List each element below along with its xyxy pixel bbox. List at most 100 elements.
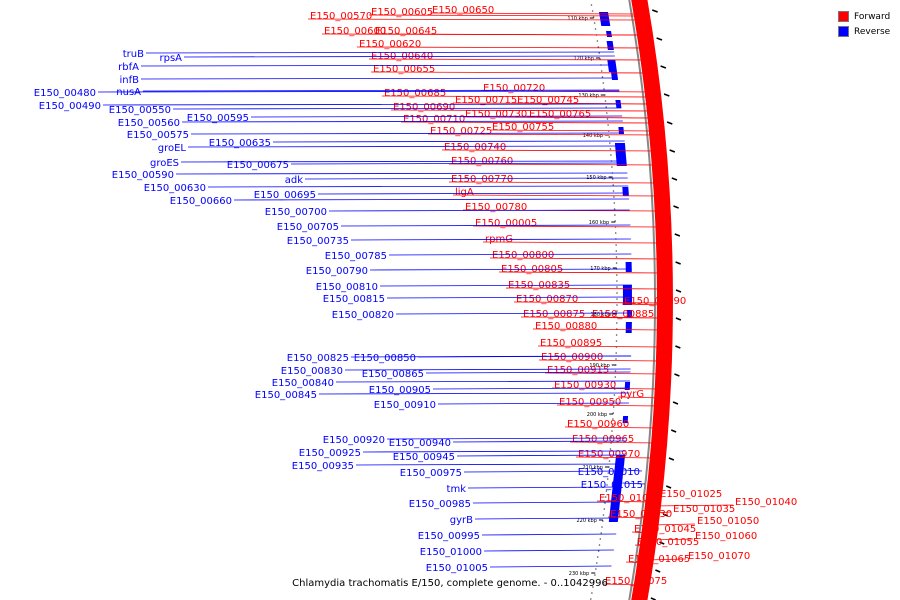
feature-mark bbox=[669, 149, 676, 153]
scale-tick-label: 220 kbp bbox=[577, 518, 597, 524]
forward-connector bbox=[631, 531, 650, 534]
scale-dot bbox=[613, 394, 616, 396]
legend-forward: Forward bbox=[838, 9, 890, 24]
feature-mark bbox=[655, 569, 661, 573]
reverse-connector bbox=[452, 440, 627, 443]
forward-gene-label: E150_00915 bbox=[547, 365, 609, 376]
reverse-connector bbox=[432, 387, 630, 390]
scale-dot bbox=[599, 58, 601, 60]
scale-tick-label: 230 kbp bbox=[569, 571, 589, 577]
reverse-gene-label: E150_00635 bbox=[209, 138, 271, 149]
reverse-connector bbox=[290, 162, 627, 165]
reverse-gene-label: E150_00865 bbox=[362, 369, 424, 380]
forward-connector bbox=[596, 500, 654, 503]
reverse-gene-label: nusA bbox=[116, 87, 141, 98]
forward-gene-label: E150_01055 bbox=[637, 537, 699, 548]
reverse-connector bbox=[379, 284, 632, 287]
forward-gene-label: E150_00960 bbox=[567, 419, 629, 430]
reverse-connector bbox=[207, 185, 629, 188]
forward-connector bbox=[370, 71, 651, 74]
forward-swatch bbox=[838, 11, 849, 22]
forward-gene-label: E150_01040 bbox=[735, 497, 797, 508]
reverse-connector bbox=[388, 253, 632, 256]
legend: Forward Reverse bbox=[838, 9, 890, 39]
reverse-connector bbox=[317, 192, 629, 195]
scale-dot bbox=[611, 166, 613, 168]
reverse-connector bbox=[142, 89, 620, 92]
feature-mark bbox=[673, 205, 679, 209]
reverse-gene-label: E150_00660 bbox=[170, 196, 232, 207]
scale-dot bbox=[593, 22, 596, 24]
scale-dot bbox=[614, 214, 616, 216]
reverse-connector bbox=[318, 392, 630, 395]
forward-connector bbox=[448, 163, 660, 166]
forward-connector bbox=[368, 14, 643, 17]
backbone-ring bbox=[628, 0, 657, 600]
scale-dot bbox=[602, 514, 605, 516]
scale-dot bbox=[590, 598, 592, 600]
reverse-connector bbox=[350, 238, 631, 241]
reverse-gene-label: E150_00630 bbox=[144, 183, 206, 194]
forward-gene-label: E150_00005 bbox=[475, 218, 537, 229]
reverse-connector bbox=[250, 115, 623, 118]
reverse-gene-label: E150_00905 bbox=[369, 385, 431, 396]
reverse-gene-label: gyrB bbox=[450, 515, 473, 526]
scale-dot bbox=[599, 538, 602, 540]
feature-mark bbox=[675, 345, 681, 349]
reverse-swatch bbox=[838, 26, 849, 37]
feature-mark bbox=[675, 317, 682, 321]
forward-gene-label: E150_01045 bbox=[634, 524, 696, 535]
feature-mark bbox=[659, 541, 665, 545]
scale-dot bbox=[616, 304, 618, 306]
feature-mark bbox=[674, 373, 680, 377]
scale-dot bbox=[590, 4, 593, 6]
reverse-gene-label: E150_01010 bbox=[578, 467, 640, 478]
scale-dot bbox=[612, 406, 615, 408]
reverse-gene-label: E150_00595 bbox=[187, 113, 249, 124]
scale-dot bbox=[597, 550, 600, 552]
scale-dot bbox=[606, 112, 608, 114]
scale-dot bbox=[602, 82, 605, 84]
forward-connector bbox=[526, 116, 656, 119]
forward-gene-label: ligA bbox=[455, 187, 474, 198]
scale-dot bbox=[608, 136, 611, 138]
forward-gene-label: E150_01025 bbox=[660, 489, 722, 500]
reverse-gene-label: E150_01000 bbox=[420, 547, 482, 558]
forward-connector bbox=[538, 359, 664, 362]
scale-tick-label: 180 kbp bbox=[591, 312, 611, 318]
scale-dot bbox=[600, 70, 603, 72]
scale-dot bbox=[609, 148, 612, 150]
reverse-gene bbox=[622, 416, 629, 423]
forward-gene-label: E150_00710 bbox=[403, 114, 465, 125]
forward-gene-label: E150_00745 bbox=[517, 95, 579, 106]
forward-connector bbox=[653, 496, 659, 499]
reverse-gene bbox=[606, 31, 612, 37]
reverse-gene-label: E150_00735 bbox=[287, 236, 349, 247]
scale-dot bbox=[612, 184, 614, 186]
forward-gene-label: E150_00740 bbox=[444, 142, 506, 153]
reverse-connector bbox=[140, 77, 618, 80]
reverse-connector bbox=[425, 371, 631, 374]
reverse-gene bbox=[608, 455, 626, 522]
reverse-connector bbox=[344, 368, 631, 371]
scale-dot bbox=[606, 478, 609, 480]
forward-gene-label: E150_01070 bbox=[688, 551, 750, 562]
feature-mark bbox=[675, 261, 681, 265]
reverse-gene-label: E150_00590 bbox=[112, 170, 174, 181]
scale-dot bbox=[603, 508, 606, 510]
reverse-gene bbox=[607, 60, 617, 72]
forward-gene-label: E150_00690 bbox=[393, 102, 455, 113]
scale-dot bbox=[614, 232, 617, 234]
scale-dot bbox=[609, 142, 611, 144]
reverse-gene-label: E150_00945 bbox=[393, 452, 455, 463]
forward-gene-label: E150_00570 bbox=[310, 11, 372, 22]
forward-gene-label: E150_00620 bbox=[359, 39, 421, 50]
feature-mark bbox=[674, 233, 681, 237]
legend-forward-label: Forward bbox=[854, 11, 891, 22]
reverse-gene bbox=[626, 310, 632, 318]
forward-connector bbox=[381, 95, 654, 98]
legend-reverse-label: Reverse bbox=[854, 26, 891, 37]
feature-mark bbox=[666, 121, 673, 125]
scale-dot bbox=[616, 292, 618, 294]
forward-gene-label: E150_00930 bbox=[554, 380, 616, 391]
